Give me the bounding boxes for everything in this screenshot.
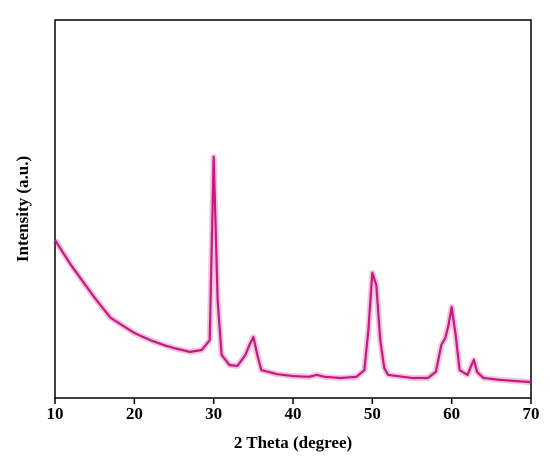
plot-frame [54, 19, 532, 399]
line-halo [52, 153, 532, 386]
x-tick-label: 40 [285, 404, 302, 423]
x-tick-label: 30 [205, 404, 222, 423]
line [54, 155, 532, 384]
x-tick-label: 10 [47, 404, 64, 423]
x-axis-label: 2 Theta (degree) [234, 433, 352, 452]
y-axis-label: Intensity (a.u.) [13, 156, 32, 262]
x-tick-label: 20 [126, 404, 143, 423]
x-tick-label: 60 [443, 404, 460, 423]
x-tick-label: 70 [523, 404, 540, 423]
x-tick-label: 50 [364, 404, 381, 423]
